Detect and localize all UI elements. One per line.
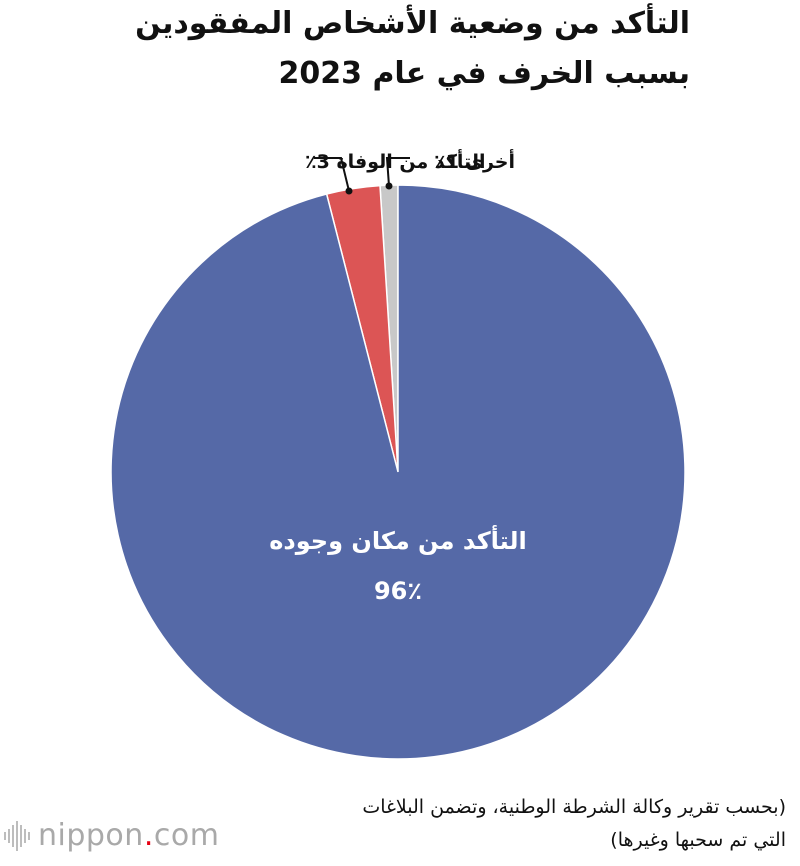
chart-title-line-2: بسبب الخرف في عام 2023 (278, 56, 691, 91)
nippon-logo: nippon.com (4, 818, 219, 853)
leader-line-other (385, 157, 410, 187)
logo-bars-icon (4, 820, 30, 851)
source-note-line-2: التي تم سحبها وغيرها) (610, 829, 786, 851)
chart-title-line-1: التأكد من وضعية الأشخاص المفقودين (135, 6, 690, 41)
logo-text: nippon.com (38, 818, 220, 853)
slice-label-death: التأكد من الوفاة 3٪ (305, 149, 485, 173)
leader-dot-other (385, 182, 393, 190)
pie-slice-located (110, 184, 686, 760)
slice-label-main-name: التأكد من مكان وجوده (269, 525, 526, 555)
slice-label-main-value: 96٪ (374, 577, 422, 605)
source-note-line-1: (بحسب تقرير وكالة الشرطة الوطنية، وتضمن … (362, 796, 786, 818)
slice-label-other: أخرى 1٪ (434, 149, 515, 173)
leader-dot-death (345, 187, 353, 195)
leader-line-death (314, 157, 350, 192)
